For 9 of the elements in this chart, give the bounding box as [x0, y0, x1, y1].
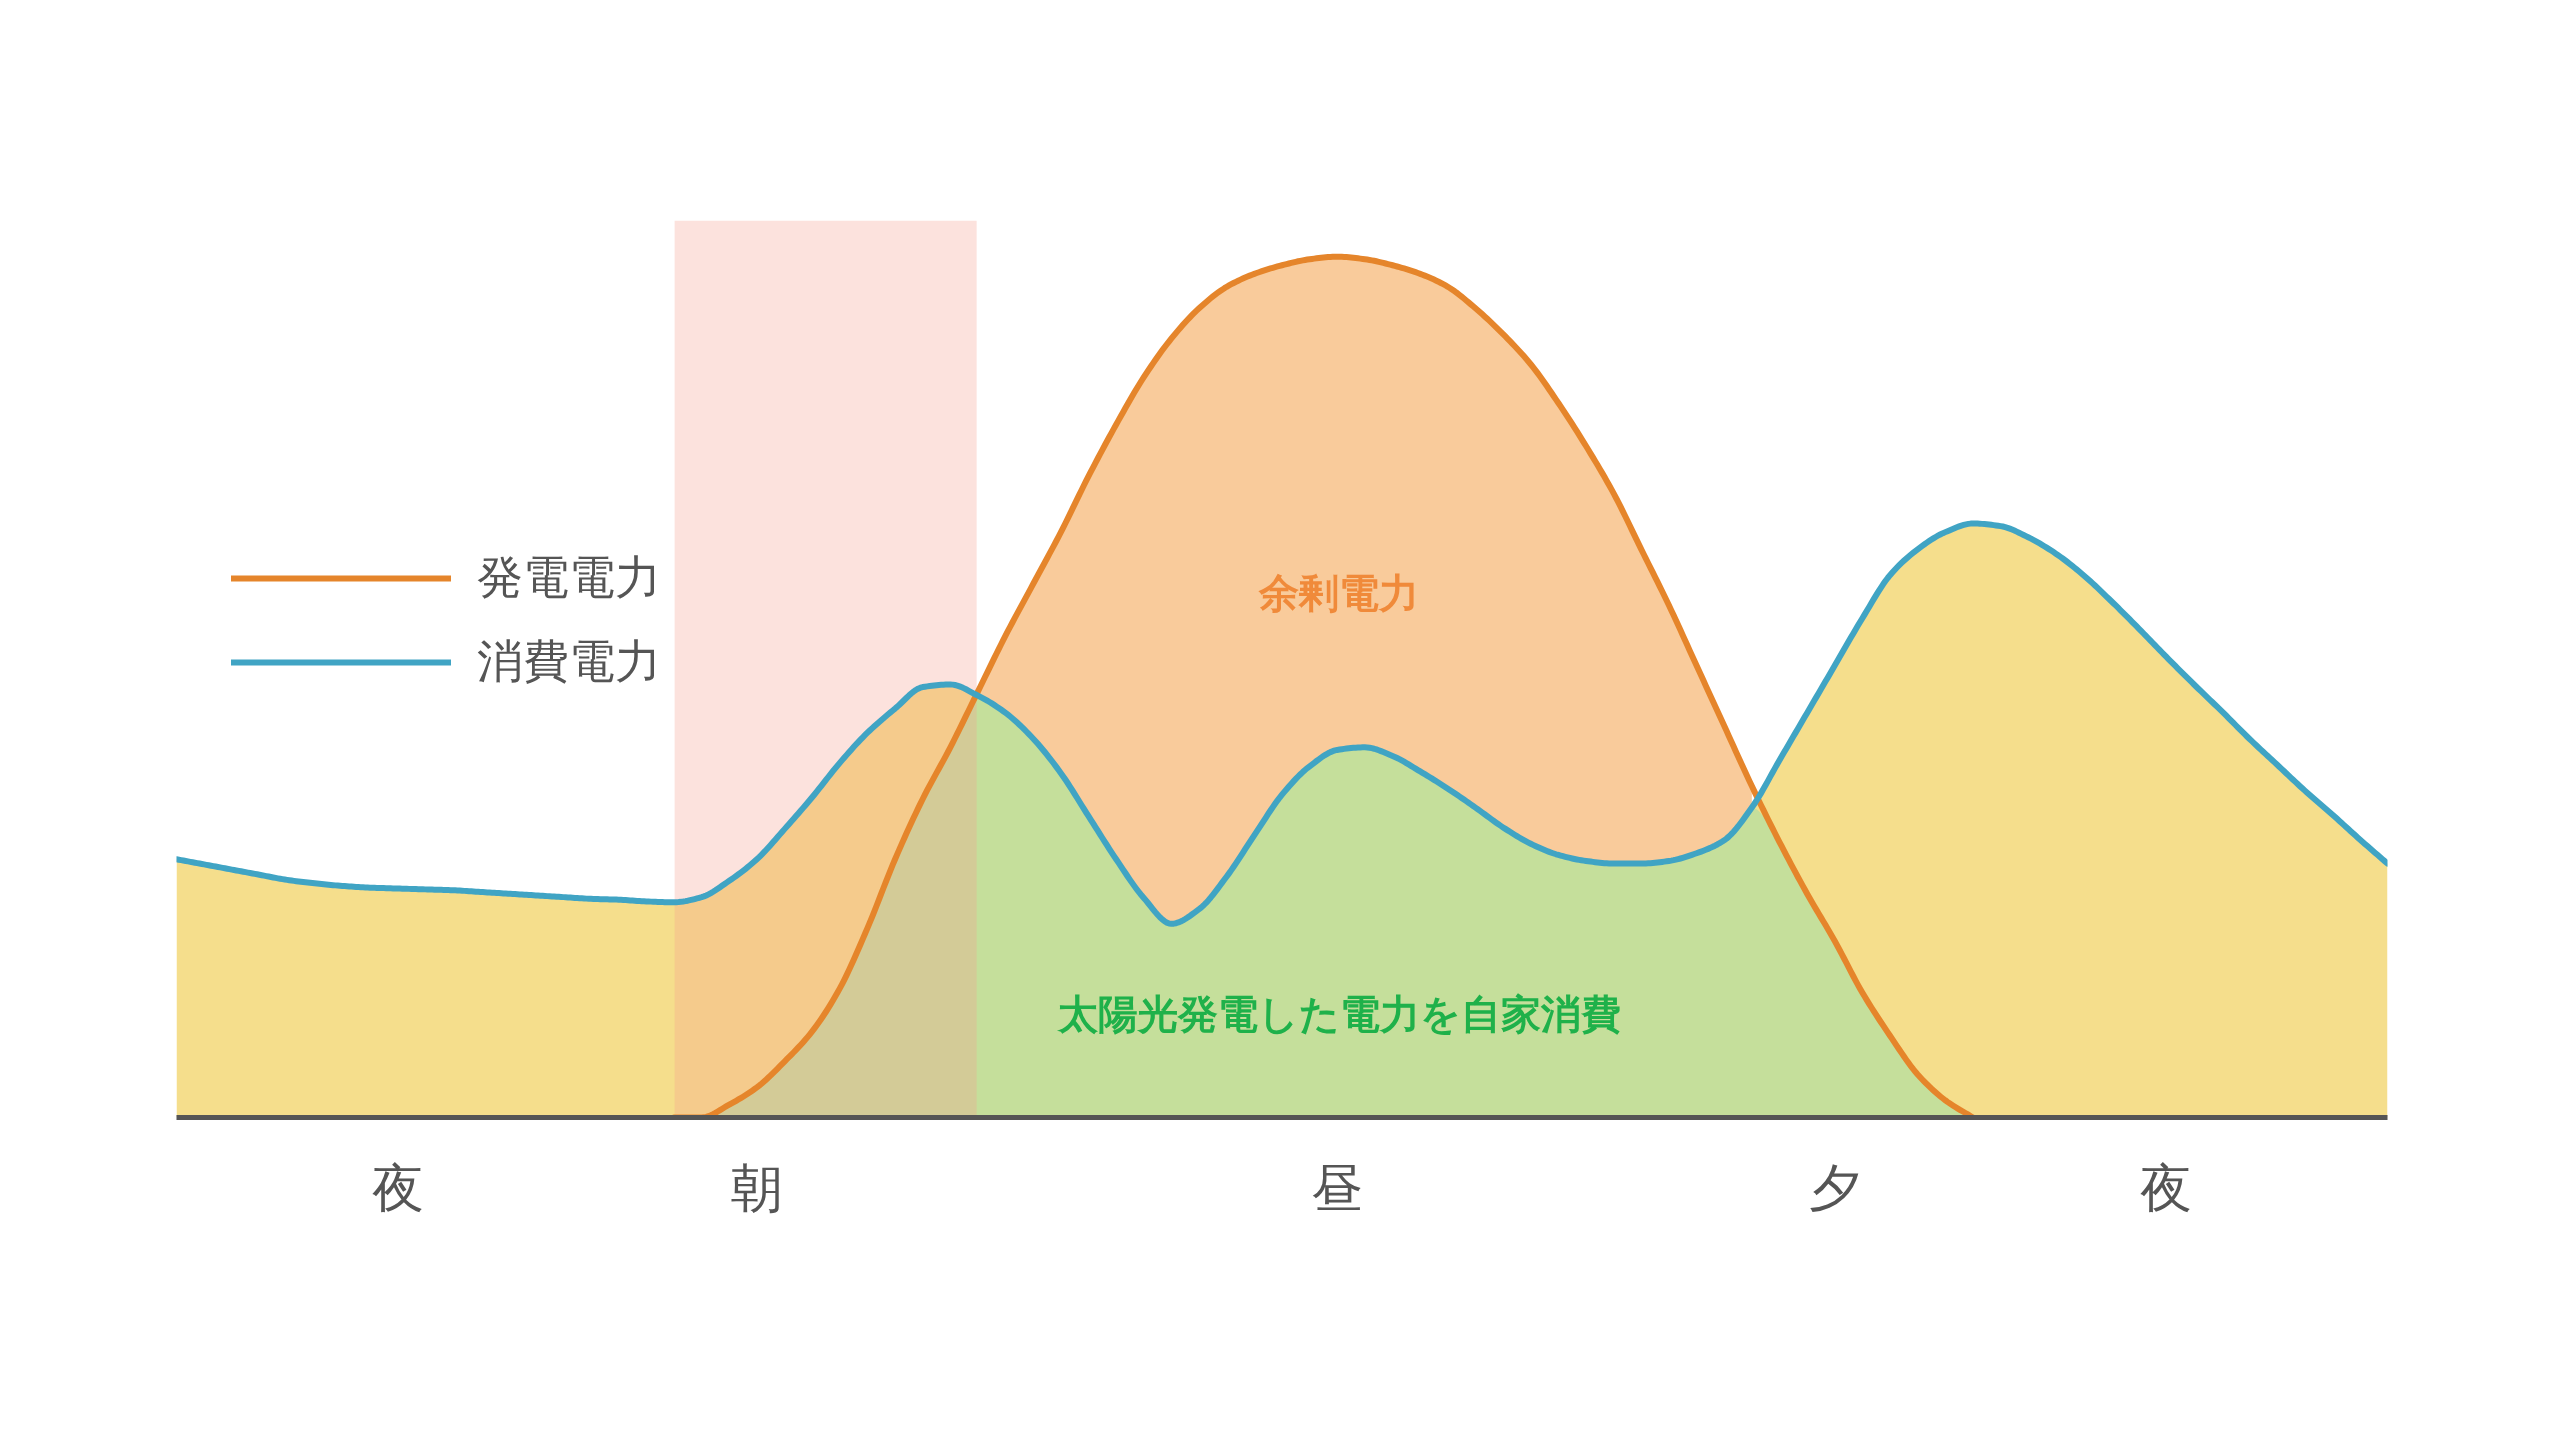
- x-tick-label: 朝: [730, 1157, 783, 1218]
- legend-label: 消費電力: [477, 633, 661, 690]
- x-tick-label: 夕: [1808, 1157, 1861, 1218]
- x-tick-label: 夜: [2140, 1157, 2193, 1218]
- annotation: 余剰電力: [1258, 569, 1420, 616]
- x-tick-label: 夜: [371, 1157, 424, 1218]
- x-tick-label: 昼: [1311, 1157, 1364, 1218]
- legend-label: 発電電力: [477, 549, 661, 606]
- annotation: 太陽光発電した電力を自家消費: [1055, 991, 1621, 1038]
